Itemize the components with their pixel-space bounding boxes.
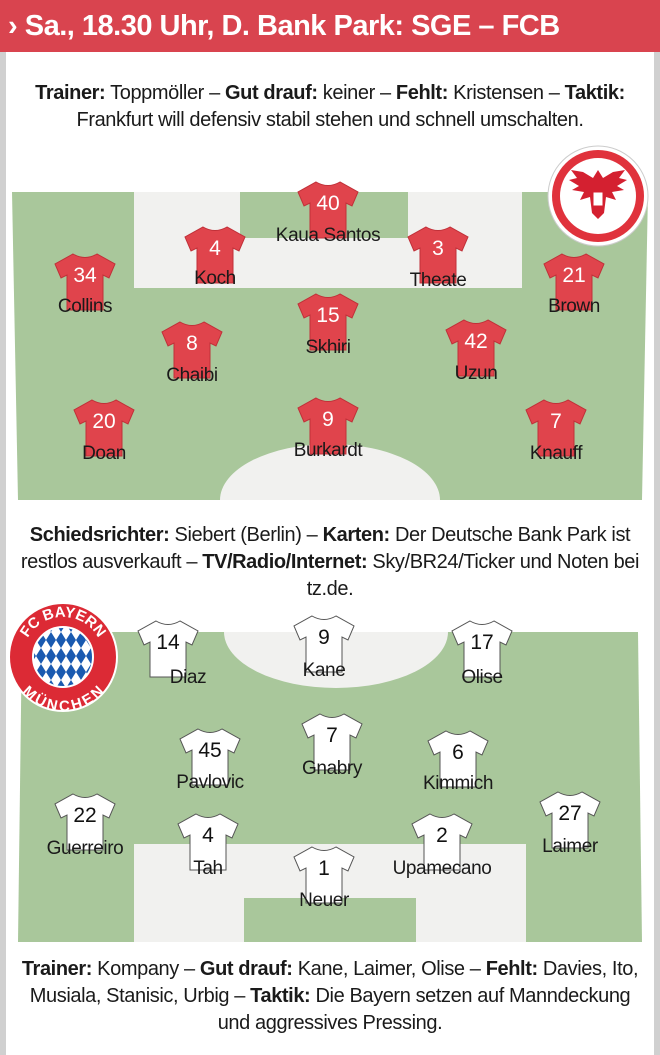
jersey-icon [293,615,355,673]
info-text: Sky/BR24/Ticker und Noten bei tz.de. [306,551,640,600]
info-label: Trainer: [21,958,93,980]
jersey-number: 6 [452,741,464,764]
jersey-number: 8 [186,332,198,355]
player-name: Laimer [542,836,598,857]
player-name: Kaua Santos [275,225,381,246]
info-label: Taktik: [564,82,626,104]
jersey-icon [54,253,116,311]
frankfurt-info: Trainer: Toppmöller – Gut drauf: keiner … [20,80,640,134]
player-name: Olise [461,667,503,688]
jersey-icon [179,728,241,786]
chevron-right-icon: › [8,10,18,42]
info-label: Gut drauf: [224,82,318,104]
player-name: Chaibi [166,365,218,386]
jersey-number: 22 [73,804,97,827]
info-text: Frankfurt will defensiv stabil stehen un… [76,109,584,131]
player-name: Burkardt [293,440,363,461]
jersey-icon [407,226,469,284]
jersey-number: 20 [92,410,116,433]
player-name: Theate [409,270,467,291]
match-info: Schiedsrichter: Siebert (Berlin) – Karte… [20,522,640,603]
jersey-number: 21 [562,264,586,287]
jersey-icon [177,813,239,871]
info-label: Taktik: [250,985,311,1007]
info-text: keiner – [317,82,396,104]
info-text: Die Bayern setzen auf Manndeckung und ag… [217,985,631,1034]
jersey-number: 7 [326,724,338,747]
match-header: › Sa., 18.30 Uhr, D. Bank Park: SGE – FC… [0,0,660,52]
jersey-number: 40 [316,192,340,215]
jersey-icon [411,813,473,871]
info-label: Gut drauf: [199,958,293,980]
jersey-icon [297,181,359,239]
jersey-icon [161,321,223,379]
jersey-number: 7 [550,410,562,433]
jersey-number: 45 [198,739,222,762]
jersey-number: 1 [318,857,330,880]
player-name: Collins [57,296,113,317]
jersey-number: 2 [436,824,448,847]
jersey-number: 42 [464,330,488,353]
jersey-number: 15 [316,304,340,327]
jersey-icon [543,253,605,311]
jersey-icon [539,791,601,849]
info-text: Kane, Laimer, Olise – [292,958,486,980]
info-label: Fehlt: [485,958,538,980]
info-text: Kompany – [92,958,200,980]
info-text: Der Deutsche Bank Park ist restlos ausve… [20,524,631,573]
jersey-icon [297,397,359,455]
bayern-info: Trainer: Kompany – Gut drauf: Kane, Laim… [20,956,640,1037]
player-name: Kane [302,660,346,681]
info-text: Siebert (Berlin) – [169,524,323,546]
jersey-icon [301,713,363,771]
info-text: Kristensen – [447,82,565,104]
jersey-number: 4 [202,824,214,847]
player-name: Skhiri [305,337,351,358]
jersey-number: 34 [73,264,97,287]
jersey-icon [293,846,355,904]
info-label: Schiedsrichter: [29,524,170,546]
jersey-icon [54,793,116,851]
info-label: Trainer: [35,82,106,104]
info-label: Fehlt: [395,82,448,104]
info-label: TV/Radio/Internet: [202,551,368,573]
jersey-icon [297,293,359,351]
player-name: Neuer [299,890,349,911]
player-name: Gnabry [302,758,362,779]
player-name: Pavlovic [176,772,244,793]
bayern-logo: FC BAYERN MÜNCHEN [8,602,118,714]
player-name: Kimmich [422,773,494,794]
jersey-icon [445,319,507,377]
jersey-number: 9 [322,408,334,431]
info-text: Toppmöller – [105,82,225,104]
frankfurt-logo [547,145,649,247]
jersey-number: 17 [470,631,494,654]
graphic-frame [0,50,660,1055]
player-name: Doan [82,443,126,464]
jersey-icon [427,730,489,788]
player-name: Knauff [529,443,583,464]
player-name: Tah [193,858,223,879]
info-text: Davies, Ito, Musiala, Stanisic, Urbig – [29,958,639,1007]
jersey-number: 3 [432,237,444,260]
match-title: Sa., 18.30 Uhr, D. Bank Park: SGE – FCB [24,10,560,42]
jersey-number: 27 [558,802,582,825]
jersey-icon [184,226,246,284]
player-name: Guerreiro [46,838,124,859]
player-name: Diaz [169,667,207,688]
jersey-icon [73,399,135,457]
jersey-number: 14 [156,631,180,654]
player-name: Koch [194,268,236,289]
jersey-icon [451,620,513,678]
info-label: Karten: [322,524,391,546]
player-name: Brown [548,296,600,317]
player-name: Upamecano [392,858,492,879]
jersey-icon [137,620,199,678]
jersey-number: 9 [318,626,330,649]
jersey-icon [525,399,587,457]
player-name: Uzun [454,363,498,384]
jersey-number: 4 [209,237,221,260]
